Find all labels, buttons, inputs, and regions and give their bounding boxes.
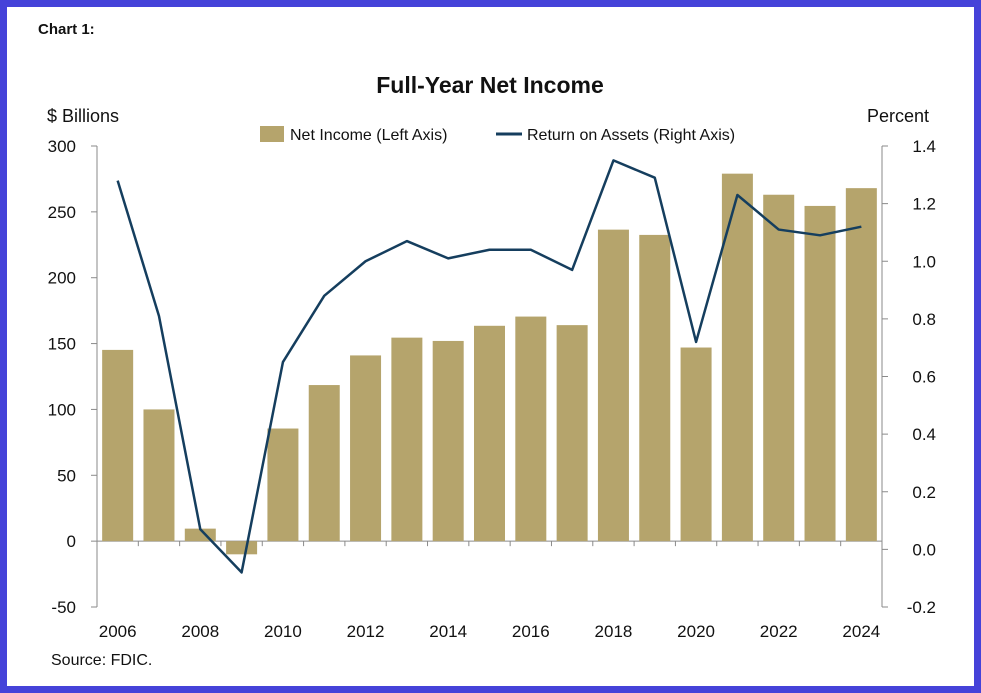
net-income-bar: [102, 349, 134, 542]
right-tick-label: 1.2: [912, 195, 936, 214]
right-axis-label: Percent: [867, 106, 929, 126]
right-tick-label: -0.2: [907, 598, 936, 617]
net-income-bar: [515, 316, 547, 542]
left-tick-label: 100: [48, 400, 76, 419]
left-tick-label: 200: [48, 269, 76, 288]
x-tick-label: 2024: [842, 622, 880, 641]
right-tick-label: 0.8: [912, 310, 936, 329]
x-tick-label: 2020: [677, 622, 715, 641]
legend-label-line: Return on Assets (Right Axis): [527, 127, 735, 144]
legend-label-bar: Net Income (Left Axis): [290, 127, 447, 144]
left-tick-label: 300: [48, 137, 76, 156]
chart-title: Full-Year Net Income: [376, 72, 604, 98]
x-tick-label: 2012: [347, 622, 385, 641]
net-income-bar: [391, 337, 423, 542]
right-tick-label: 0.6: [912, 368, 936, 387]
x-tick-label: 2022: [760, 622, 798, 641]
net-income-bar: [308, 385, 340, 542]
net-income-bar: [556, 325, 588, 542]
right-tick-label: 0.4: [912, 425, 936, 444]
net-income-bar: [474, 325, 505, 542]
net-income-bar: [226, 541, 258, 555]
net-income-bar: [763, 194, 795, 542]
left-tick-label: 50: [57, 466, 76, 485]
x-tick-label: 2014: [429, 622, 467, 641]
right-tick-label: 1.0: [912, 252, 936, 271]
right-tick-label: 0.0: [912, 540, 936, 559]
net-income-bar: [721, 173, 753, 542]
x-tick-label: 2006: [99, 622, 137, 641]
net-income-bar: [143, 409, 175, 542]
net-income-bar: [804, 205, 836, 542]
net-income-bar: [432, 340, 464, 542]
source-note: Source: FDIC.: [51, 652, 152, 669]
net-income-bar: [845, 188, 877, 542]
x-tick-label: 2008: [181, 622, 219, 641]
x-tick-label: 2010: [264, 622, 302, 641]
legend: Net Income (Left Axis) Return on Assets …: [260, 126, 735, 144]
left-axis-label: $ Billions: [47, 106, 119, 126]
roa-line: [116, 159, 862, 574]
x-tick-label: 2018: [595, 622, 633, 641]
right-tick-label: 0.2: [912, 483, 936, 502]
left-tick-label: -50: [51, 598, 76, 617]
left-tick-label: 150: [48, 335, 76, 354]
right-tick-label: 1.4: [912, 137, 936, 156]
left-tick-label: 0: [67, 532, 76, 551]
net-income-bar: [597, 229, 629, 542]
bars: [102, 173, 877, 555]
net-income-bar: [267, 428, 299, 542]
roa-line-group: [116, 159, 862, 574]
net-income-bar: [639, 234, 671, 542]
chart-label: Chart 1:: [38, 21, 95, 38]
axes: -50 0 50 100 150 200 250 300 -0.2 0.0 0.2 0.4 0.6 0.8…: [48, 137, 936, 641]
net-income-bar: [350, 355, 382, 542]
left-tick-label: 250: [48, 203, 76, 222]
x-tick-label: 2016: [512, 622, 550, 641]
legend-swatch-bar: [260, 126, 284, 142]
net-income-bar: [680, 347, 712, 542]
